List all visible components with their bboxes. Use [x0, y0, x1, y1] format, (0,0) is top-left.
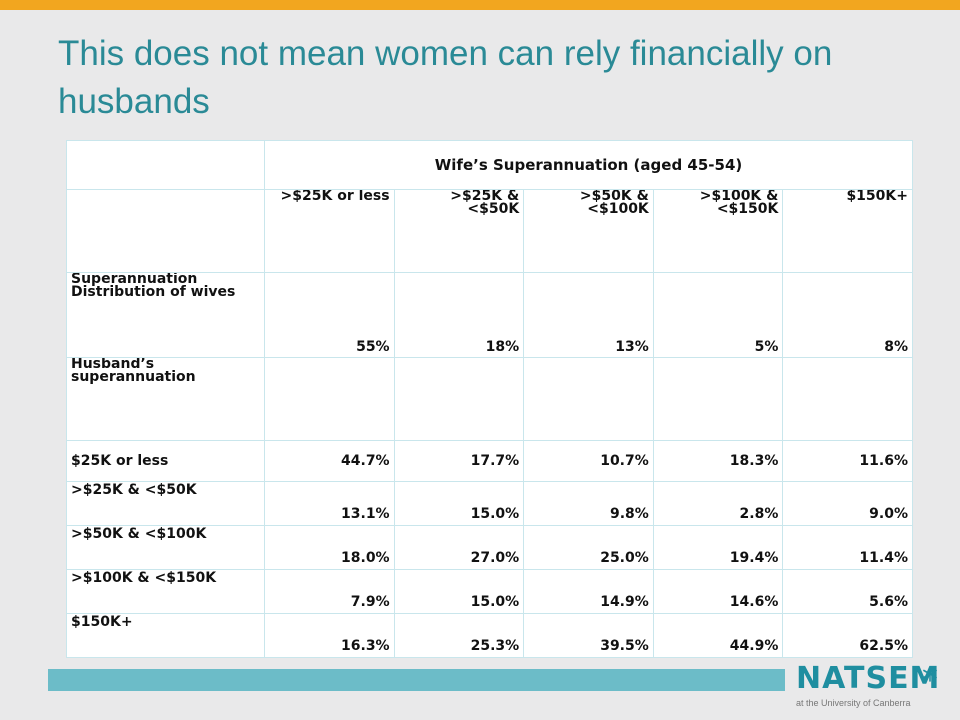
table-cell: 25.3% — [393, 613, 525, 658]
superannuation-table: Wife’s Superannuation (aged 45-54) >$25K… — [66, 140, 913, 658]
group-header: Wife’s Superannuation (aged 45-54) — [264, 140, 913, 190]
table-cell: 5.6% — [782, 569, 913, 614]
column-header: >$25K & <$50K — [393, 189, 525, 273]
table-cell: 18.0% — [264, 525, 395, 570]
table-cell: 14.9% — [523, 569, 654, 614]
row-label: >$50K & <$100K — [66, 525, 265, 570]
table-cell: 55% — [264, 272, 395, 358]
table-row: >$100K & <$150K 7.9% 15.0% 14.9% 14.6% 5… — [66, 569, 913, 614]
row-label: $150K+ — [66, 613, 265, 658]
table-cell: 44.7% — [264, 440, 395, 482]
slide-title: This does not mean women can rely financ… — [58, 34, 833, 121]
table-cell: 10.7% — [523, 440, 654, 482]
table-cell: 13% — [523, 272, 654, 358]
blank-header-cell — [66, 189, 265, 273]
table-cell — [782, 357, 913, 441]
table-cell — [264, 357, 395, 441]
group-header-row: Wife’s Superannuation (aged 45-54) — [66, 140, 913, 190]
snowflake-icon — [923, 666, 937, 682]
row-label: >$25K & <$50K — [66, 481, 265, 526]
table-cell: 19.4% — [652, 525, 784, 570]
table-cell — [652, 357, 784, 441]
table-cell: 44.9% — [652, 613, 784, 658]
logo-subtitle: at the University of Canberra — [796, 698, 911, 708]
row-label: $25K or less — [66, 440, 265, 482]
husband-header-row: Husband’s superannuation — [66, 357, 913, 441]
table-cell: 13.1% — [264, 481, 395, 526]
column-header: >$100K & <$150K — [652, 189, 784, 273]
logo-wordmark: NATSEM — [796, 661, 941, 696]
row-label: >$100K & <$150K — [66, 569, 265, 614]
natsem-logo: NATSEM at the University of Canberra — [786, 660, 950, 716]
table-cell: 15.0% — [393, 569, 525, 614]
table-cell: 39.5% — [523, 613, 654, 658]
table-cell: 25.0% — [523, 525, 654, 570]
table-cell: 16.3% — [264, 613, 395, 658]
table-cell — [393, 357, 525, 441]
table-cell: 2.8% — [652, 481, 784, 526]
table-cell: 9.8% — [523, 481, 654, 526]
table-row: >$50K & <$100K 18.0% 27.0% 25.0% 19.4% 1… — [66, 525, 913, 570]
column-header: $150K+ — [782, 189, 913, 273]
table-cell: 62.5% — [782, 613, 913, 658]
column-header: >$25K or less — [264, 189, 395, 273]
table-cell: 8% — [782, 272, 913, 358]
wives-distribution-row: Superannuation Distribution of wives 55%… — [66, 272, 913, 358]
row-label: Superannuation Distribution of wives — [66, 272, 265, 358]
table-cell — [523, 357, 654, 441]
table-cell: 5% — [652, 272, 784, 358]
table-cell: 7.9% — [264, 569, 395, 614]
column-header-row: >$25K or less >$25K & <$50K >$50K & <$10… — [66, 189, 913, 273]
table-cell: 17.7% — [393, 440, 525, 482]
bottom-accent-bar — [48, 669, 785, 691]
table-cell: 11.6% — [782, 440, 913, 482]
table-cell: 18% — [393, 272, 525, 358]
table-cell: 18.3% — [652, 440, 784, 482]
top-accent-bar — [0, 0, 960, 10]
corner-cell — [66, 140, 265, 190]
table-cell: 15.0% — [393, 481, 525, 526]
table-cell: 14.6% — [652, 569, 784, 614]
table-row: $25K or less 44.7% 17.7% 10.7% 18.3% 11.… — [66, 440, 913, 482]
row-label: Husband’s superannuation — [66, 357, 265, 441]
table-cell: 27.0% — [393, 525, 525, 570]
table-cell: 11.4% — [782, 525, 913, 570]
table-row: >$25K & <$50K 13.1% 15.0% 9.8% 2.8% 9.0% — [66, 481, 913, 526]
table-row: $150K+ 16.3% 25.3% 39.5% 44.9% 62.5% — [66, 613, 913, 658]
table-cell: 9.0% — [782, 481, 913, 526]
column-header: >$50K & <$100K — [523, 189, 654, 273]
